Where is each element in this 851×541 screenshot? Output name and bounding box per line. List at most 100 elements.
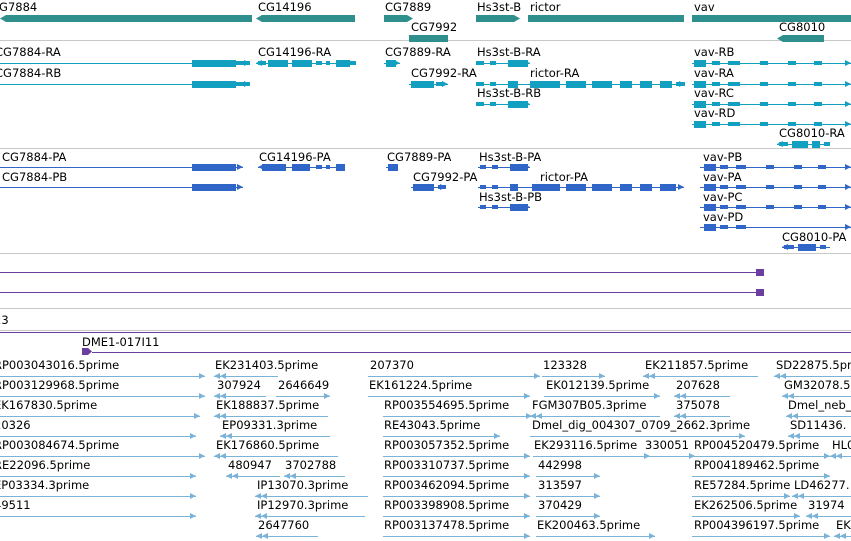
est-label[interactable]: EK (836, 518, 851, 532)
gene-label[interactable]: CG7889 (385, 0, 432, 14)
transcript-label[interactable]: CG8010-RA (779, 126, 845, 140)
gene-bar[interactable] (777, 35, 824, 42)
est-label[interactable]: RE57284.5prime (694, 478, 791, 492)
gene-bar[interactable] (476, 15, 520, 22)
protein-label[interactable]: vav-PA (703, 170, 742, 184)
est-label[interactable]: EK188837.5prime (216, 398, 320, 412)
est-label[interactable]: GM32078.5prime (784, 378, 851, 392)
protein-label[interactable]: vav-PB (703, 150, 743, 164)
bac-label[interactable]: DME1-017I11 (82, 335, 160, 349)
est-label[interactable]: SD11436. (790, 418, 847, 432)
est-label[interactable]: 375078 (676, 398, 720, 412)
est-label[interactable]: HL0 (832, 438, 851, 452)
protein-label[interactable]: CG7992-PA (413, 170, 478, 184)
protein-label[interactable]: Hs3st-B-PA (479, 150, 542, 164)
est-label[interactable]: 480947 (228, 458, 272, 472)
protein-label[interactable]: CG7884-PA (2, 150, 67, 164)
est-label[interactable]: RE43043.5prime (384, 418, 481, 432)
transcript-label[interactable]: vav-RB (694, 45, 735, 59)
transcript-label[interactable]: CG7992-RA (411, 66, 477, 80)
est-label[interactable]: 2647760 (258, 518, 310, 532)
est-label[interactable]: RP003129968.5prime (0, 378, 120, 392)
gene-label[interactable]: CG7992 (411, 20, 458, 34)
protein-label[interactable]: vav-PD (703, 210, 744, 224)
est-label[interactable]: EP03334.3prime (0, 478, 90, 492)
protein-label[interactable]: CG8010-PA (782, 230, 847, 244)
transcript-label[interactable]: CG7884-RA (0, 45, 61, 59)
gene-bar[interactable] (0, 15, 252, 22)
protein-label[interactable]: rictor-PA (540, 170, 588, 184)
est-label[interactable]: 2646649 (278, 378, 330, 392)
est-label[interactable]: RP003554695.5prime (384, 398, 510, 412)
gene-label[interactable]: rictor (530, 0, 561, 14)
gene-bar[interactable] (384, 15, 413, 22)
est-label[interactable]: 20326 (0, 418, 31, 432)
gene-bar[interactable] (256, 15, 355, 22)
est-label[interactable]: RP003043016.5prime (0, 358, 120, 372)
gene-label[interactable]: CG14196 (258, 0, 312, 14)
transcript-label[interactable]: vav-RD (694, 106, 736, 120)
est-label[interactable]: 330051 (645, 438, 689, 452)
est-label[interactable]: 3702788 (285, 458, 337, 472)
gene-bar[interactable] (528, 15, 684, 22)
protein-label[interactable]: CG7884-PB (2, 170, 68, 184)
transcript-label[interactable]: vav-RC (694, 86, 734, 100)
est-label[interactable]: IP12970.3prime (257, 498, 349, 512)
est-label[interactable]: EK231403.5prime (215, 358, 319, 372)
est-label[interactable]: 207628 (676, 378, 720, 392)
est-label[interactable]: RP003310737.5prime (384, 458, 510, 472)
est-label[interactable]: 207370 (370, 358, 414, 372)
est-label[interactable]: RE22096.5prime (0, 458, 91, 472)
est-label[interactable]: SD22875.5prime (776, 358, 851, 372)
protein-label[interactable]: vav-PC (703, 190, 743, 204)
protein-label[interactable]: CG14196-PA (259, 150, 331, 164)
est-label[interactable]: 31974 (808, 498, 845, 512)
transcript-label[interactable]: Hs3st-B-RB (477, 86, 542, 100)
est-label[interactable]: EK176860.5prime (216, 438, 320, 452)
gene-label[interactable]: CG7884 (0, 0, 38, 14)
protein-label[interactable]: CG7889-PA (387, 150, 452, 164)
est-label[interactable]: EK262506.5prime (694, 498, 798, 512)
gene-bar[interactable] (409, 35, 448, 42)
gene-bar[interactable] (692, 15, 851, 22)
protein-exon (818, 165, 826, 169)
transcript-label[interactable]: vav-RA (694, 66, 734, 80)
est-label[interactable]: 123328 (543, 358, 587, 372)
gene-label[interactable]: CG8010 (779, 20, 826, 34)
est-label[interactable]: IP13070.3prime (257, 478, 349, 492)
est-label[interactable]: EK167830.5prime (0, 398, 98, 412)
transcript-label[interactable]: CG14196-RA (258, 45, 332, 59)
gene-label[interactable]: Hs3st-B (477, 0, 522, 14)
est-label[interactable]: EK012139.5prime (546, 378, 650, 392)
est-label[interactable]: RP003137478.5prime (384, 518, 510, 532)
est-label[interactable]: Dmel_neb_ (788, 398, 851, 412)
est-label[interactable]: RP003084674.5prime (0, 438, 120, 452)
est-label[interactable]: 307924 (217, 378, 261, 392)
est-label[interactable]: LD46277. (794, 478, 850, 492)
est-label[interactable]: EK200463.5prime (537, 518, 641, 532)
est-label[interactable]: RP003398908.5prime (384, 498, 510, 512)
est-label[interactable]: 49511 (0, 498, 31, 512)
est-label[interactable]: 442998 (538, 458, 582, 472)
transcript-label[interactable]: Hs3st-B-RA (477, 45, 541, 59)
est-label[interactable]: 313597 (538, 478, 582, 492)
est-label[interactable]: EP09331.3prime (222, 418, 318, 432)
est-label[interactable]: RP003462094.5prime (384, 478, 510, 492)
transcript-label[interactable]: rictor-RA (530, 66, 580, 80)
est-label[interactable]: RP004520479.5prime (694, 438, 820, 452)
scaffold-label[interactable]: 23 (0, 313, 9, 327)
gene-label[interactable]: vav (694, 0, 715, 14)
est-label[interactable]: FGM307B05.3prime (532, 398, 647, 412)
est-label[interactable]: Dmel_dig_004307_0709_2662.3prime (532, 418, 751, 432)
transcript-label[interactable]: CG7884-RB (0, 66, 62, 80)
est-label[interactable]: EK161224.5prime (369, 378, 473, 392)
transcript-label[interactable]: CG7889-RA (385, 45, 451, 59)
est-label[interactable]: EK211857.5prime (645, 358, 749, 372)
est-label[interactable]: RP004396197.5prime (694, 518, 820, 532)
protein-label[interactable]: Hs3st-B-PB (479, 190, 543, 204)
est-label[interactable]: EK293116.5prime (534, 438, 638, 452)
est-label[interactable]: 370429 (538, 498, 582, 512)
est-label[interactable]: RP003057352.5prime (384, 438, 510, 452)
est-label[interactable]: RP004189462.5prime (694, 458, 820, 472)
